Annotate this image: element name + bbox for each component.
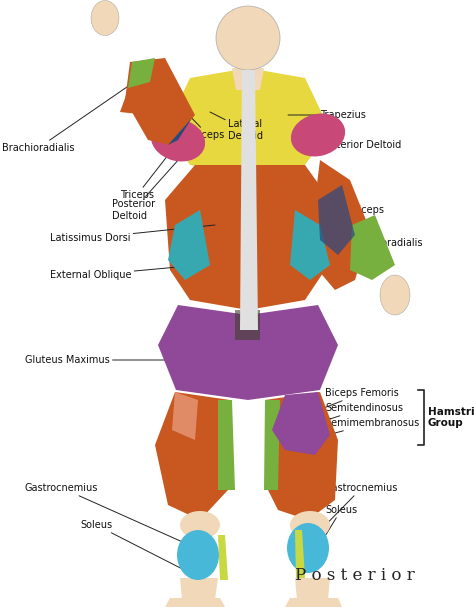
Polygon shape — [128, 58, 155, 88]
Text: Triceps: Triceps — [120, 150, 172, 200]
Polygon shape — [180, 578, 218, 600]
Polygon shape — [272, 392, 330, 455]
Ellipse shape — [287, 523, 329, 573]
Polygon shape — [264, 400, 280, 490]
Polygon shape — [168, 118, 192, 145]
Text: Posterior Deltoid: Posterior Deltoid — [310, 140, 401, 150]
Text: External Oblique: External Oblique — [50, 265, 200, 280]
Polygon shape — [350, 215, 395, 280]
Polygon shape — [232, 68, 264, 90]
Text: Gastrocnemius: Gastrocnemius — [25, 483, 196, 548]
Text: Soleus: Soleus — [303, 505, 357, 572]
Ellipse shape — [291, 114, 345, 157]
Polygon shape — [235, 310, 260, 340]
Polygon shape — [240, 70, 258, 330]
Text: Triceps: Triceps — [340, 205, 384, 215]
Polygon shape — [318, 185, 355, 255]
Polygon shape — [265, 392, 338, 520]
Text: Semitendinosus: Semitendinosus — [302, 403, 403, 428]
Ellipse shape — [180, 511, 220, 539]
Circle shape — [216, 6, 280, 70]
Text: Gastrocnemius: Gastrocnemius — [306, 483, 398, 545]
Text: Latissimus Dorsi: Latissimus Dorsi — [50, 225, 215, 243]
Ellipse shape — [91, 1, 119, 35]
Text: Brachioradialis: Brachioradialis — [350, 238, 422, 248]
Text: Lateral
Deltoid: Lateral Deltoid — [210, 112, 263, 141]
Polygon shape — [165, 165, 330, 310]
Polygon shape — [218, 400, 235, 490]
Text: Soleus: Soleus — [80, 520, 200, 578]
Polygon shape — [295, 578, 330, 600]
Polygon shape — [165, 68, 330, 175]
Polygon shape — [155, 392, 230, 520]
Text: Gluteus Maximus: Gluteus Maximus — [25, 355, 218, 365]
Text: Semimembranosus: Semimembranosus — [298, 418, 419, 443]
Text: Posterior
Deltoid: Posterior Deltoid — [112, 158, 180, 221]
Polygon shape — [125, 58, 195, 145]
Text: Brachioradialis: Brachioradialis — [2, 78, 140, 153]
Text: Trapezius: Trapezius — [288, 110, 366, 120]
Ellipse shape — [380, 275, 410, 315]
Text: Biceps: Biceps — [182, 108, 224, 140]
Polygon shape — [315, 160, 370, 290]
Polygon shape — [120, 82, 155, 115]
Ellipse shape — [177, 530, 219, 580]
Polygon shape — [172, 392, 198, 440]
Text: Biceps Femoris: Biceps Femoris — [306, 388, 399, 415]
Text: Hamstrings
Group: Hamstrings Group — [428, 407, 474, 429]
Polygon shape — [295, 530, 305, 578]
Polygon shape — [218, 535, 228, 580]
Text: P o s t e r i o r: P o s t e r i o r — [295, 566, 415, 583]
Polygon shape — [158, 305, 338, 400]
Ellipse shape — [290, 511, 330, 539]
Polygon shape — [290, 210, 330, 280]
Polygon shape — [165, 598, 225, 607]
Ellipse shape — [151, 118, 205, 161]
Polygon shape — [285, 598, 342, 607]
Polygon shape — [168, 210, 210, 280]
